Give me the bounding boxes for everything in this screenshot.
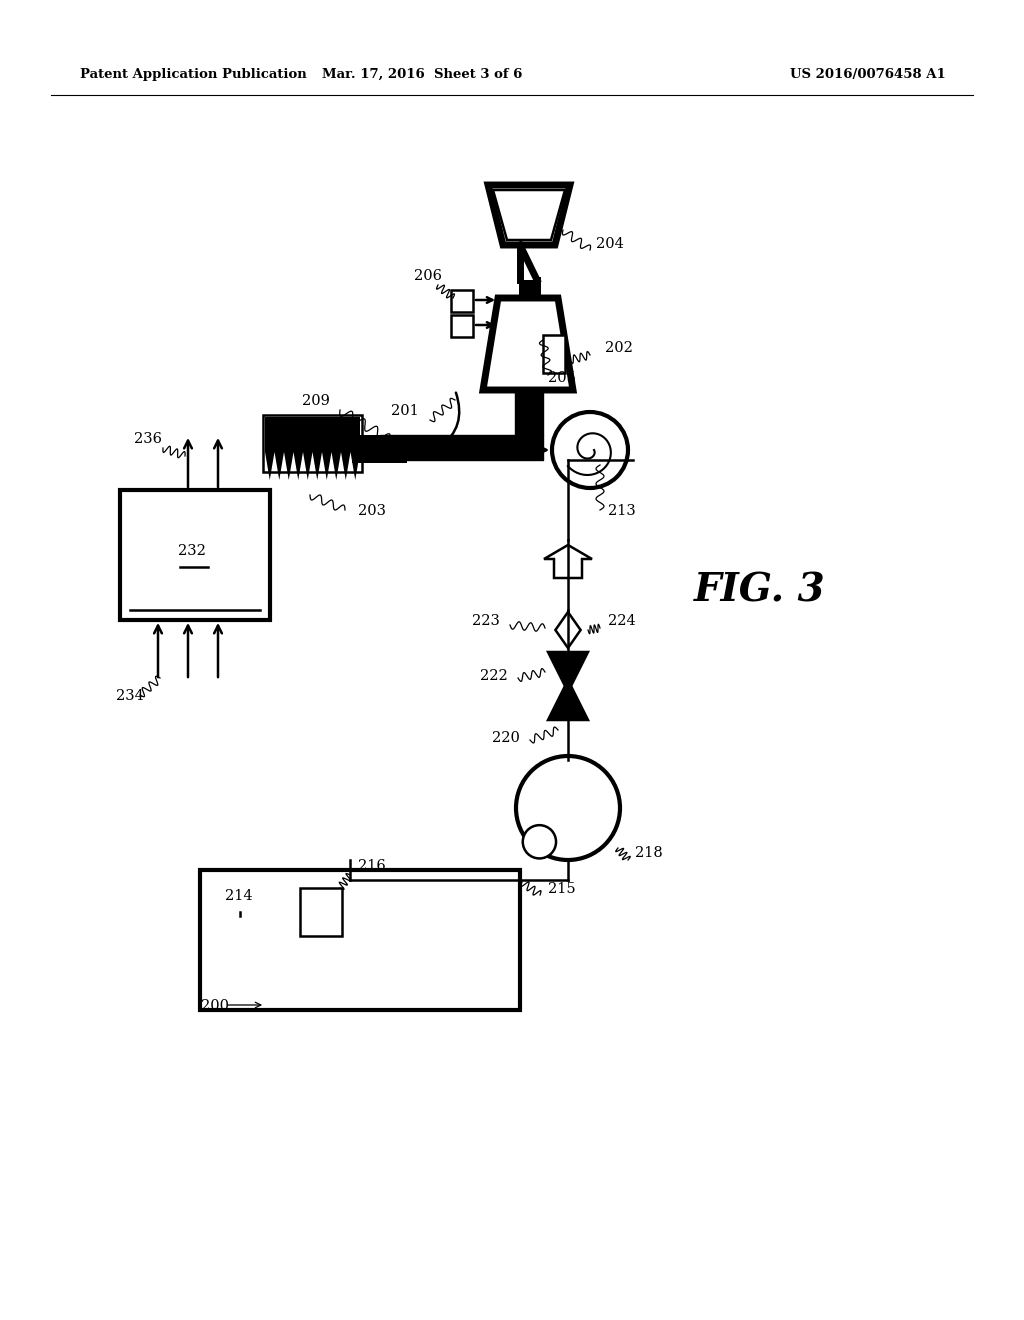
Circle shape — [516, 756, 620, 861]
Text: 213: 213 — [608, 504, 636, 517]
Text: 202: 202 — [605, 341, 633, 355]
Polygon shape — [548, 652, 588, 692]
Text: 214: 214 — [225, 888, 253, 903]
Bar — [200, 870, 520, 1010]
Circle shape — [552, 412, 628, 488]
Bar — [352, 436, 407, 463]
Polygon shape — [555, 612, 581, 648]
Text: 203: 203 — [358, 504, 386, 517]
Text: 220: 220 — [493, 731, 520, 744]
Text: 224: 224 — [608, 614, 636, 628]
Bar — [543, 335, 565, 374]
Polygon shape — [548, 680, 588, 719]
FancyArrowPatch shape — [439, 392, 460, 447]
Text: 216: 216 — [358, 859, 386, 873]
Text: 236: 236 — [134, 432, 162, 446]
Polygon shape — [544, 545, 592, 578]
Text: 205: 205 — [548, 371, 575, 385]
Bar — [451, 315, 473, 337]
Text: 222: 222 — [480, 669, 508, 682]
Text: 215: 215 — [548, 882, 575, 896]
Text: Patent Application Publication: Patent Application Publication — [80, 69, 307, 81]
Circle shape — [523, 825, 556, 858]
Polygon shape — [493, 190, 565, 240]
Bar — [451, 290, 473, 312]
Text: 209: 209 — [302, 393, 330, 408]
Text: 201: 201 — [391, 404, 419, 418]
Text: 200: 200 — [201, 999, 229, 1012]
Text: 234: 234 — [116, 689, 144, 704]
Polygon shape — [488, 185, 570, 246]
Bar — [263, 414, 362, 473]
Text: 232: 232 — [178, 544, 206, 558]
Polygon shape — [265, 434, 360, 480]
Text: FIG. 3: FIG. 3 — [694, 572, 825, 609]
Bar — [519, 280, 539, 298]
Bar — [300, 888, 342, 936]
Text: 208: 208 — [288, 437, 316, 451]
Text: US 2016/0076458 A1: US 2016/0076458 A1 — [790, 69, 946, 81]
Bar — [120, 490, 270, 620]
Text: 218: 218 — [635, 846, 663, 861]
Text: 206: 206 — [414, 269, 442, 282]
Text: Mar. 17, 2016  Sheet 3 of 6: Mar. 17, 2016 Sheet 3 of 6 — [322, 69, 522, 81]
Bar — [265, 417, 360, 434]
Text: 223: 223 — [472, 614, 500, 628]
Polygon shape — [483, 298, 573, 389]
Text: 204: 204 — [596, 238, 624, 251]
